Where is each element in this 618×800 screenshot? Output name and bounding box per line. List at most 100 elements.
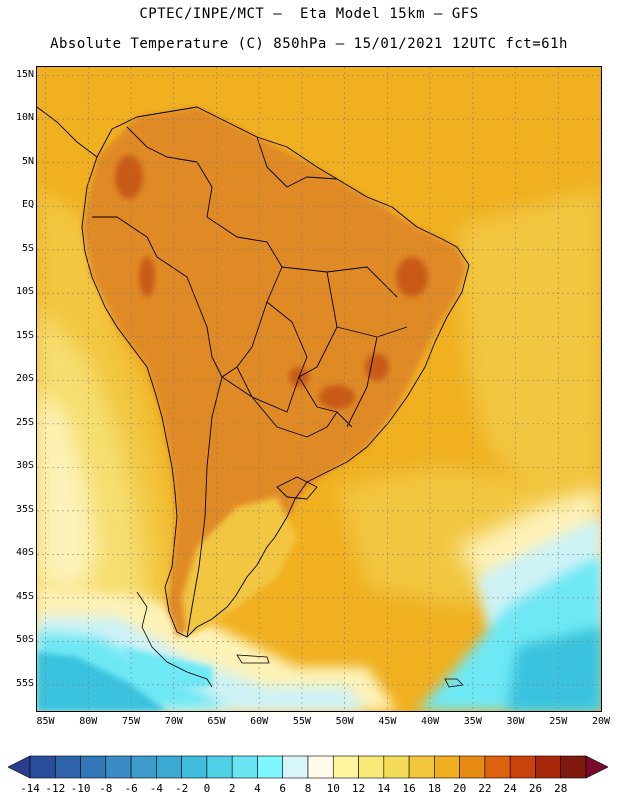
colorbar-tick-label: 8 [304, 782, 312, 795]
lon-label: 45W [378, 716, 397, 727]
lon-label: 85W [36, 716, 55, 727]
lat-label: 5S [21, 242, 34, 254]
border-brazil-states [281, 266, 408, 428]
border-guianas [256, 136, 338, 188]
colorbar-swatch [130, 755, 157, 779]
colorbar-tick-label: -4 [149, 782, 163, 795]
country-borders [37, 106, 470, 638]
colorbar-tick-label: -10 [70, 782, 91, 795]
border-argentina-chile [186, 376, 223, 638]
border-colombia-venezuela [126, 126, 213, 218]
lat-label: 5N [21, 155, 34, 167]
lat-label: 15S [15, 329, 34, 341]
colorbar-tick-label: 0 [203, 782, 211, 795]
border-brazil-west [206, 216, 353, 428]
colorbar-swatch [434, 755, 460, 779]
lon-label: 40W [421, 716, 440, 727]
border-argentina-north [236, 366, 338, 438]
colorbar-swatch [535, 755, 562, 779]
colorbar-tick-label: 14 [377, 782, 391, 795]
colorbar-swatch [358, 755, 385, 779]
lat-label: 20S [15, 373, 34, 385]
border-uruguay [276, 476, 318, 500]
colorbar-tick-label: 6 [279, 782, 287, 795]
colorbar-tick-label: -2 [175, 782, 189, 795]
colorbar [8, 755, 608, 779]
colorbar-swatch [459, 755, 486, 779]
lat-label: 40S [15, 547, 34, 559]
colorbar-swatch [257, 755, 284, 779]
continent-coastline [81, 106, 470, 638]
lon-label: 30W [506, 716, 525, 727]
colorbar-tick-label: 20 [453, 782, 467, 795]
colorbar-tick-label: 10 [326, 782, 340, 795]
border-central-america [37, 106, 98, 158]
colorbar-swatch [29, 755, 56, 779]
hot-patch-se-brazil [365, 353, 389, 381]
map-title-line2: Absolute Temperature (C) 850hPa — 15/01/… [50, 36, 568, 52]
colorbar-swatch [231, 755, 258, 779]
colorbar-tick-label: 24 [503, 782, 517, 795]
colorbar-tick-label: 2 [228, 782, 236, 795]
colorbar-swatch [484, 755, 511, 779]
lat-label: 50S [15, 634, 34, 646]
tierra-del-fuego-cool [122, 647, 212, 687]
lat-lon-grid [37, 67, 601, 711]
lon-label: 65W [207, 716, 226, 727]
lon-label: 50W [335, 716, 354, 727]
colorbar-swatch [105, 755, 132, 779]
colorbar-swatch [560, 755, 587, 779]
colorbar-tick-label: 18 [427, 782, 441, 795]
colorbar-swatch [282, 755, 309, 779]
hot-patch-colombia [115, 155, 143, 199]
colorbar-swatch [54, 755, 81, 779]
lon-label: 75W [121, 716, 141, 727]
hot-patch-andes-north [139, 257, 155, 297]
lat-label: 35S [15, 503, 34, 515]
colorbar-swatch [80, 755, 107, 779]
lon-label: 70W [164, 716, 183, 727]
colorbar-tick-label: 28 [554, 782, 568, 795]
patagonia-cooler [182, 497, 297, 637]
colorbar-tick-label: 16 [402, 782, 416, 795]
hot-patch-parana [319, 385, 355, 409]
lat-label: 30S [15, 460, 34, 472]
colorbar-swatch [307, 755, 334, 779]
atlantic-mild-region [457, 187, 601, 497]
colorbar-tick-label: -6 [124, 782, 138, 795]
border-bolivia-paraguay [221, 376, 300, 413]
border-peru-bolivia [156, 256, 268, 378]
southern-ocean-deep [37, 652, 167, 711]
south-america-land [82, 107, 467, 637]
lat-label: EQ [21, 199, 34, 211]
pacific-cream-region [37, 387, 97, 587]
temperature-map [36, 66, 602, 712]
colorbar-tick-label: -14 [20, 782, 40, 795]
colorbar-swatch [206, 755, 233, 779]
lat-label: 10S [15, 286, 34, 298]
lat-label: 10N [15, 112, 34, 124]
lon-label: 80W [79, 716, 98, 727]
colorbar-swatch [408, 755, 435, 779]
lat-label: 45S [15, 590, 34, 602]
lon-label: 60W [250, 716, 269, 727]
colorbar-tick-label: 12 [351, 782, 366, 795]
colorbar-min-arrow [8, 755, 31, 779]
colorbar-swatch [181, 755, 208, 779]
map-title-line1: CPTEC/INPE/MCT — Eta Model 15km — GFS [139, 6, 479, 22]
lat-label: 55S [15, 677, 34, 689]
south-atlantic-deep-cyan [507, 627, 601, 711]
colorbar-tick-label: 26 [528, 782, 543, 795]
colorbar-swatch [383, 755, 410, 779]
colorbar-swatch [509, 755, 536, 779]
colorbar-tick-label: 22 [478, 782, 492, 795]
colorbar-swatch [332, 755, 359, 779]
colorbar-swatch [156, 755, 182, 779]
lat-label: 25S [15, 416, 34, 428]
colorbar-tick-label: -12 [45, 782, 66, 795]
lon-label: 55W [292, 716, 311, 727]
colorbar-tick-label: -8 [99, 782, 113, 795]
lat-label: 15N [15, 68, 34, 80]
lon-label: 35W [463, 716, 482, 727]
colorbar-tick-label: 4 [254, 782, 261, 795]
